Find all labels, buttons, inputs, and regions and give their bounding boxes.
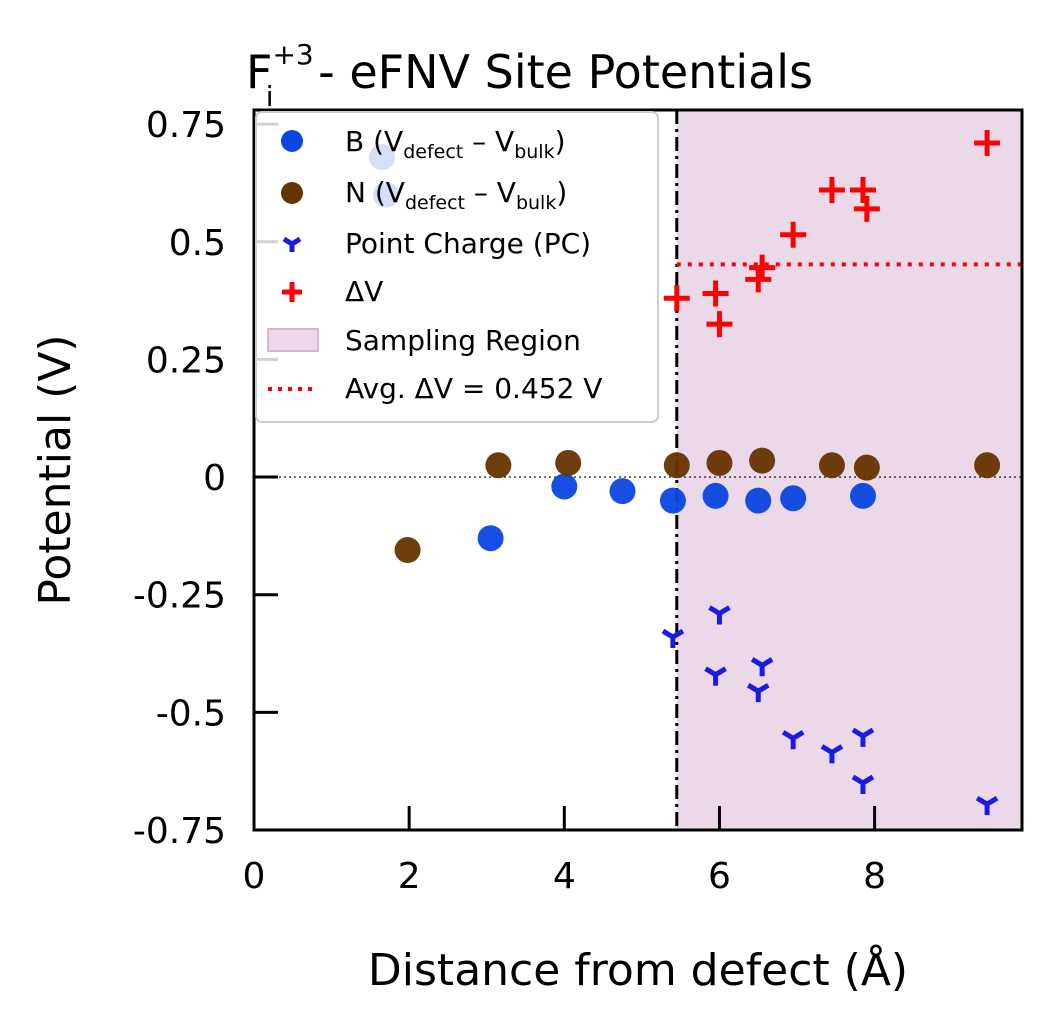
legend-b-sub-2: bulk — [514, 141, 554, 163]
legend-n-sub-2: bulk — [516, 192, 556, 214]
y-tick-label-0: -0.75 — [133, 811, 226, 852]
point-pc-8 — [851, 774, 875, 794]
legend-marker-n — [281, 182, 303, 204]
point-dv-0 — [663, 285, 690, 312]
point-dv-2 — [706, 311, 733, 338]
chart-title: F+3 i - eFNV Site Potentials — [246, 38, 813, 113]
point-b-8 — [780, 485, 807, 512]
sampling-region-layer — [676, 110, 1022, 830]
point-n-6 — [818, 452, 845, 479]
point-dv-6 — [818, 177, 845, 203]
legend-b-part-2: – V — [463, 125, 514, 158]
legend-b-part-3: ) — [555, 125, 566, 158]
point-n-7 — [853, 454, 880, 481]
y-tick-label-1: -0.5 — [156, 693, 226, 734]
plot-frame — [252, 108, 1024, 832]
legend-marker-region — [267, 328, 319, 352]
legend-entry-avg: Avg. ΔV = 0.452 V — [345, 372, 602, 405]
legend: B (Vdefect – Vbulk) N (Vdefect – Vbulk) … — [255, 111, 659, 423]
point-n-0 — [394, 537, 421, 563]
point-b-6 — [702, 482, 729, 509]
legend-entry-dv: ΔV — [345, 275, 383, 308]
y-axis-label: Potential (V) — [30, 334, 81, 605]
point-pc-9 — [975, 795, 999, 816]
point-dv-5 — [780, 221, 807, 248]
title-rest: - eFNV Site Potentials — [304, 45, 814, 99]
legend-entry-region: Sampling Region — [345, 324, 581, 357]
point-n-4 — [706, 449, 733, 476]
x-tick-label-1: 2 — [398, 856, 421, 897]
point-b-9 — [849, 482, 876, 509]
point-dv-7 — [849, 177, 876, 203]
x-axis-label: Distance from defect (Å) — [368, 943, 908, 996]
sampling-region — [676, 110, 1022, 830]
point-pc-7 — [851, 727, 875, 747]
point-n-8 — [974, 452, 1001, 479]
y-tick-label-4: 0.25 — [146, 340, 226, 381]
x-tick-label-4: 8 — [863, 856, 886, 897]
point-b-5 — [659, 487, 686, 514]
point-dv-4 — [749, 254, 776, 281]
x-tick-label-2: 4 — [553, 856, 576, 897]
legend-marker-dv — [282, 282, 302, 302]
legend-marker-b — [281, 130, 303, 152]
title-base: F — [246, 45, 272, 99]
legend-entry-n: N (Vdefect – Vbulk) — [345, 176, 567, 214]
point-pc-2 — [704, 666, 727, 686]
legend-n-sub-1: defect — [405, 192, 465, 214]
y-tick-label-3: 0 — [203, 458, 226, 499]
legend-n-part-1: N (V — [345, 176, 405, 209]
legend-entry-pc: Point Charge (PC) — [345, 227, 591, 260]
point-n-5 — [749, 447, 776, 474]
title-subscript: i — [266, 80, 274, 113]
point-b-3 — [551, 473, 578, 500]
point-n-3 — [663, 452, 690, 479]
point-pc-0 — [661, 628, 685, 649]
point-pc-3 — [746, 683, 770, 703]
legend-b-part-1: B (V — [345, 125, 403, 158]
legend-b-sub-1: defect — [403, 141, 463, 163]
point-dv-3 — [745, 266, 772, 293]
point-dv-1 — [702, 280, 729, 307]
point-pc-5 — [781, 730, 805, 750]
point-b-7 — [745, 487, 772, 514]
point-pc-6 — [820, 744, 844, 764]
point-dv-8 — [853, 195, 880, 222]
y-tick-label-5: 0.5 — [169, 223, 226, 264]
legend-entry-b: B (Vdefect – Vbulk) — [345, 125, 566, 163]
point-n-2 — [555, 449, 582, 476]
point-dv-9 — [974, 129, 1001, 156]
point-n-1 — [485, 452, 512, 479]
x-tick-label-3: 6 — [708, 856, 731, 897]
point-b-4 — [609, 478, 636, 505]
axis-ticks-layer: 0 2 4 6 8 -0.75 -0.5 -0.25 0 0.25 0.5 0.75 — [133, 105, 886, 897]
legend-n-part-3: ) — [556, 176, 567, 209]
point-b-2 — [477, 525, 504, 552]
y-tick-label-6: 0.75 — [146, 105, 226, 146]
legend-box — [255, 111, 659, 423]
x-tick-label-0: 0 — [243, 856, 266, 897]
legend-n-part-2: – V — [465, 176, 516, 209]
title-superscript: +3 — [272, 38, 313, 71]
point-pc-4 — [750, 657, 774, 677]
point-pc-1 — [708, 605, 731, 625]
legend-marker-pc — [282, 236, 302, 252]
y-tick-label-2: -0.25 — [133, 576, 226, 617]
